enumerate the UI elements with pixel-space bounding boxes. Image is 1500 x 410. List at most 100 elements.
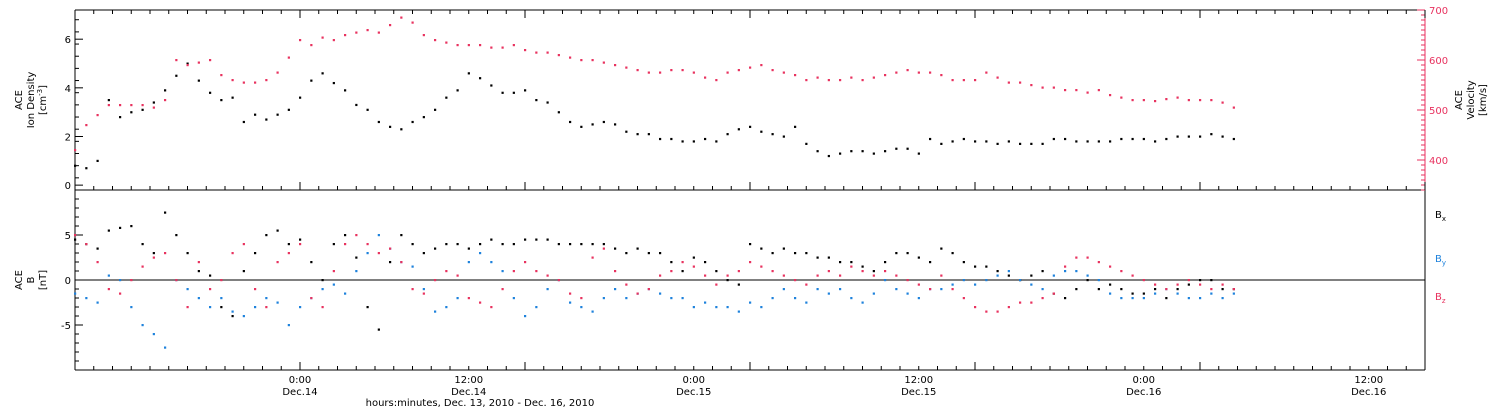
bz-point <box>715 283 718 286</box>
bz-point <box>400 261 403 264</box>
bx-point <box>782 247 785 250</box>
bx-point <box>839 261 842 264</box>
legend-by: By <box>1435 254 1446 267</box>
bx-point <box>985 265 988 268</box>
ion-density-point <box>276 113 279 116</box>
velocity-point <box>872 76 875 79</box>
ion-density-point <box>152 101 155 104</box>
ion-density-point <box>1120 137 1123 141</box>
bx-point <box>107 229 110 232</box>
by-point <box>1131 297 1134 300</box>
velocity-point <box>141 104 144 107</box>
by-point <box>749 301 752 304</box>
by-point <box>366 252 369 255</box>
velocity-point <box>400 16 403 19</box>
bx-point <box>625 252 628 255</box>
bz-point <box>839 274 842 277</box>
bz-point <box>1154 283 1157 286</box>
velocity-point <box>647 71 650 74</box>
ion-density-point <box>1086 140 1089 143</box>
by-point <box>614 288 617 291</box>
velocity-label-line1: ACE <box>1454 90 1465 110</box>
bz-point <box>299 243 302 246</box>
velocity-point <box>411 21 414 24</box>
ion-density-point <box>422 116 425 119</box>
velocity-point <box>1086 91 1089 94</box>
velocity-point <box>962 79 965 82</box>
bz-point <box>501 288 504 291</box>
bx-point <box>850 261 853 264</box>
bx-point <box>1131 292 1134 295</box>
bx-point <box>231 315 234 318</box>
bx-point <box>1007 274 1010 277</box>
ion-density-point <box>1142 137 1145 141</box>
velocity-point <box>535 51 538 54</box>
bz-point <box>895 274 898 277</box>
ion-density-point <box>85 167 88 170</box>
bx-point <box>445 243 448 246</box>
by-point <box>130 306 133 309</box>
bx-point <box>265 234 268 237</box>
by-point <box>726 306 729 309</box>
ion-density-point <box>580 125 583 128</box>
bx-point <box>591 243 594 246</box>
velocity-point <box>445 41 448 44</box>
velocity-point <box>1154 100 1157 103</box>
bz-point <box>569 292 572 295</box>
bz-point <box>422 292 425 295</box>
legend-bz: Bz <box>1435 292 1446 305</box>
axis-labels: ACE Ion Density [cm-3] ACE Velocity [km/… <box>14 72 1489 409</box>
bx-point <box>524 238 527 241</box>
bx-point <box>546 238 549 241</box>
velocity-point <box>1142 99 1145 102</box>
bx-point <box>422 252 425 255</box>
by-point <box>659 292 662 295</box>
ion-density-point <box>299 96 302 99</box>
bx-point <box>760 247 763 250</box>
x-tick-date-label: Dec.14 <box>451 387 486 398</box>
ion-density-point <box>906 147 909 150</box>
ion-density-point <box>220 99 223 102</box>
ion-density-point <box>940 142 943 145</box>
bx-point <box>1210 279 1213 282</box>
velocity-point <box>119 104 122 107</box>
bx-point <box>726 279 729 282</box>
by-point <box>850 297 853 300</box>
velocity-point <box>175 59 178 62</box>
bz-point <box>906 279 909 282</box>
ion-density-point <box>411 120 414 124</box>
bz-point <box>209 288 212 291</box>
bx-point <box>1075 288 1078 291</box>
bx-point <box>501 243 504 246</box>
bz-point <box>411 288 414 291</box>
by-point <box>254 306 257 309</box>
bz-point <box>704 274 707 277</box>
ion-density-point <box>1176 135 1179 138</box>
ion-density-point <box>107 99 110 102</box>
field-tick-label: 5 <box>65 231 71 242</box>
bz-point <box>1199 283 1202 286</box>
velocity-point <box>456 44 459 47</box>
bx-point <box>141 243 144 246</box>
bx-point <box>310 261 313 264</box>
by-point <box>546 288 549 291</box>
by-point <box>535 306 538 309</box>
ion-density-point <box>681 140 684 143</box>
ion-density-point <box>591 123 594 126</box>
velocity-point <box>591 59 594 62</box>
bz-point <box>175 279 178 282</box>
bx-point <box>681 270 684 273</box>
bz-point <box>996 310 999 313</box>
by-point <box>737 310 740 313</box>
bz-point <box>985 310 988 313</box>
velocity-point <box>557 54 560 57</box>
bx-point <box>749 243 752 246</box>
ion-density-point <box>74 164 77 167</box>
ion-density-point <box>569 120 572 124</box>
bz-point <box>1187 279 1190 282</box>
bx-point <box>490 238 493 241</box>
bz-point <box>344 243 347 246</box>
by-point <box>895 288 898 291</box>
bx-point <box>1199 279 1202 282</box>
velocity-point <box>512 44 515 47</box>
